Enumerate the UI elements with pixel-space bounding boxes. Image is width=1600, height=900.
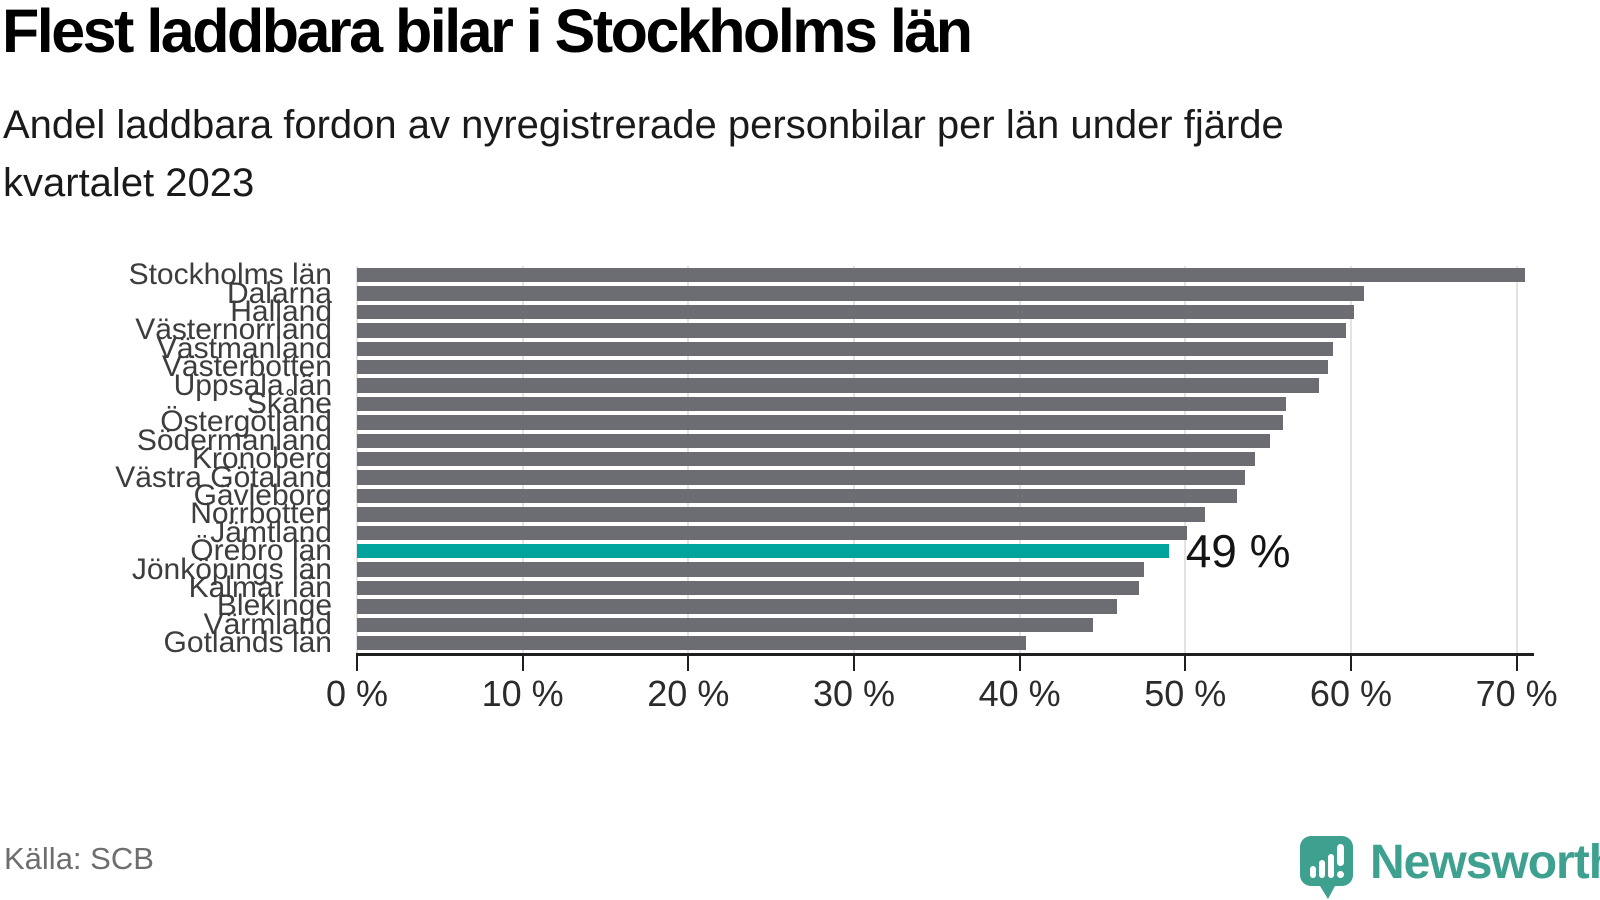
y-axis-label: Stockholms län bbox=[128, 258, 332, 292]
bar bbox=[357, 507, 1206, 522]
y-axis-label: Blekinge bbox=[216, 589, 332, 623]
y-axis-label: Västerbotten bbox=[161, 350, 332, 384]
bar bbox=[357, 599, 1118, 614]
x-axis-tick-label: 0 % bbox=[325, 673, 389, 714]
x-axis-tick-label: 70 % bbox=[1475, 673, 1558, 714]
axis-tick bbox=[1515, 656, 1518, 671]
x-axis-tick-label: 30 % bbox=[812, 673, 895, 714]
subtitle-line-1: Andel laddbara fordon av nyregistrerade … bbox=[3, 103, 1284, 147]
brand-name: Newsworthy bbox=[1370, 836, 1600, 889]
newsworthy-logo: Newsworthy bbox=[1300, 836, 1600, 900]
bar bbox=[357, 396, 1287, 412]
y-axis-label: Halland bbox=[230, 295, 332, 328]
bar bbox=[357, 304, 1355, 320]
grid-line bbox=[1515, 266, 1518, 654]
axis-tick bbox=[687, 656, 690, 671]
bar bbox=[357, 341, 1333, 356]
axis-tick bbox=[1184, 656, 1187, 671]
bar bbox=[357, 268, 1525, 283]
axis-tick bbox=[356, 656, 358, 671]
chart-subtitle: Andel laddbara fordon av nyregistrerade … bbox=[3, 96, 1284, 212]
axis-tick bbox=[1018, 656, 1021, 671]
bar bbox=[357, 580, 1139, 596]
y-axis-label: Jämtland bbox=[210, 515, 332, 549]
y-axis-label: Dalarna bbox=[226, 276, 332, 310]
bar bbox=[357, 525, 1187, 540]
subtitle-line-2: kvartalet 2023 bbox=[3, 161, 255, 205]
grid-line bbox=[1349, 266, 1352, 654]
bar bbox=[357, 488, 1237, 504]
newsworthy-logo-icon bbox=[1300, 836, 1353, 899]
bar bbox=[357, 617, 1093, 632]
y-axis-label: Örebro län bbox=[190, 534, 332, 568]
y-axis-label: Uppsala län bbox=[173, 368, 332, 402]
bar bbox=[357, 433, 1270, 448]
bar bbox=[357, 323, 1346, 338]
x-axis-tick-label: 10 % bbox=[481, 673, 564, 714]
y-axis-label: Värmland bbox=[203, 607, 332, 641]
y-axis-label: Skåne bbox=[246, 387, 332, 420]
y-axis-label: Norrbotten bbox=[190, 497, 332, 531]
axis-tick bbox=[1349, 656, 1352, 671]
y-axis-label: Västmanland bbox=[156, 331, 332, 365]
y-axis-label: Gävleborg bbox=[193, 479, 332, 512]
y-axis-label: Kronoberg bbox=[191, 442, 332, 476]
axis-tick bbox=[521, 656, 524, 671]
bar-highlighted bbox=[357, 544, 1169, 559]
y-axis-label: Västernorrland bbox=[135, 313, 332, 347]
bar bbox=[357, 452, 1255, 467]
x-axis-tick-label: 20 % bbox=[647, 673, 730, 714]
chart-title: Flest laddbara bilar i Stockholms län bbox=[2, 0, 973, 65]
y-axis-label: Gotlands län bbox=[163, 626, 332, 660]
highlight-value-label: 49 % bbox=[1185, 525, 1291, 578]
x-axis-tick-label: 50 % bbox=[1144, 673, 1227, 714]
y-axis-label: Jönköpings län bbox=[131, 552, 332, 586]
source-note: Källa: SCB bbox=[4, 841, 154, 876]
bar bbox=[357, 415, 1284, 430]
y-axis-label: Västra Götaland bbox=[115, 460, 332, 494]
bar bbox=[357, 562, 1144, 577]
bar bbox=[357, 286, 1365, 301]
y-axis-label: Kalmar län bbox=[188, 571, 332, 604]
bar bbox=[357, 636, 1027, 651]
bar bbox=[357, 470, 1245, 485]
x-axis-line bbox=[356, 653, 1534, 656]
bar bbox=[357, 360, 1328, 375]
x-axis-tick-label: 40 % bbox=[978, 673, 1061, 714]
y-axis-label: Östergötland bbox=[160, 405, 332, 439]
y-axis-label: Södermanland bbox=[136, 423, 332, 457]
axis-tick bbox=[852, 656, 855, 671]
bar bbox=[357, 378, 1320, 393]
x-axis-tick-label: 60 % bbox=[1309, 673, 1392, 714]
